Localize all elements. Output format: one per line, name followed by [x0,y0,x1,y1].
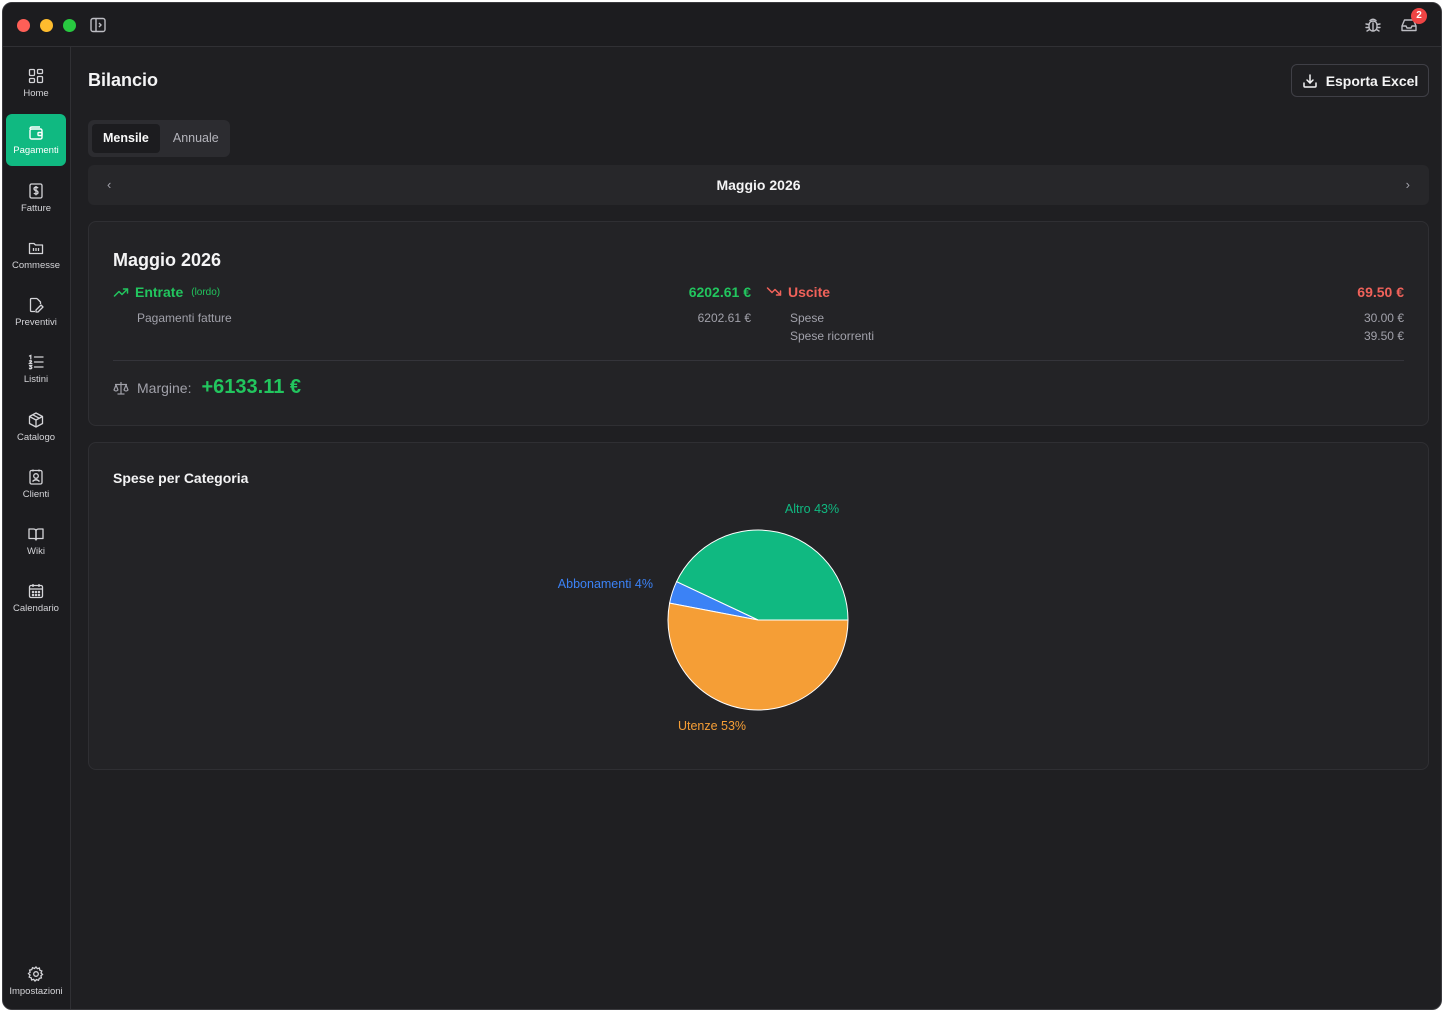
pie-label-abbonamenti: Abbonamenti 4% [558,577,653,591]
sidebar-item-label: Impostazioni [9,986,63,997]
export-button-label: Esporta Excel [1325,72,1419,89]
summary-divider [113,360,1404,361]
title-bar: 2 [3,3,1441,47]
margin-row: Margine: +6133.11 € [113,376,301,399]
download-icon [1302,73,1317,88]
package-icon [28,412,44,428]
scale-icon [113,381,129,395]
sidebar-item-preventivi[interactable]: Preventivi [6,286,66,338]
expense-row-label: Spese ricorrenti [790,329,875,343]
sidebar-item-label: Listini [23,374,49,385]
income-header: Entrate (lordo) [113,284,220,300]
gear-icon [27,966,44,982]
expense-header: Uscite [766,284,830,300]
expense-row-value: 39.50 € [1363,329,1404,343]
sidebar-item-clienti[interactable]: Clienti [6,458,66,510]
sidebar-item-label: Wiki [27,546,45,557]
income-total: 6202.61 € [688,284,751,300]
wallet-icon [29,126,43,140]
sidebar-item-calendario[interactable]: Calendario [6,572,66,624]
expense-total: 69.50 € [1357,284,1404,300]
book-icon [28,528,44,541]
list-ordered-icon [27,354,44,370]
maximize-window-button[interactable] [63,19,76,32]
current-month-label: Maggio 2026 [716,177,801,193]
sidebar-item-fatture[interactable]: Fatture [6,172,66,224]
minimize-window-button[interactable] [40,19,53,32]
month-navigator: ‹ Maggio 2026 › [88,165,1429,205]
bug-icon[interactable] [1363,15,1383,35]
period-mode-tabs: Mensile Annuale [88,120,230,157]
trending-down-icon [766,287,782,296]
income-row-label: Pagamenti fatture [137,311,232,325]
close-window-button[interactable] [17,19,30,32]
sidebar-item-label: Preventivi [15,317,57,328]
page-title: Bilancio [88,70,159,90]
invoice-dollar-icon [29,183,43,199]
tab-mensile[interactable]: Mensile [92,124,160,153]
expense-row-label: Spese [790,311,825,325]
income-sublabel: (lordo) [191,286,221,298]
pie-slice-utenze[interactable] [667,602,849,711]
grid-icon [28,68,44,84]
income-row-value: 6202.61 € [697,311,751,325]
file-edit-icon [29,297,44,313]
trending-up-icon [113,288,129,297]
export-excel-button[interactable]: Esporta Excel [1291,64,1429,97]
pie-label-utenze: Utenze 53% [678,719,746,733]
tab-annuale[interactable]: Annuale [172,131,219,145]
income-label: Entrate [135,284,184,300]
sidebar-item-label: Pagamenti [13,145,59,156]
sidebar-item-impostazioni[interactable]: Impostazioni [5,955,67,1007]
margin-value: +6133.11 € [201,376,302,398]
expense-row-value: 30.00 € [1363,311,1404,325]
sidebar-item-label: Fatture [20,203,52,214]
folder-icon [28,242,44,255]
sidebar-item-catalogo[interactable]: Catalogo [6,401,66,453]
pie-label-altro: Altro 43% [785,502,839,516]
chart-title: Spese per Categoria [113,470,249,486]
sidebar: Home Pagamenti Fatture Commesse [3,47,71,1009]
balance-summary-card: Maggio 2026 Entrate (lordo) 6202.61 € Pa… [88,221,1429,426]
summary-title: Maggio 2026 [113,250,222,270]
notification-badge: 2 [1411,8,1427,24]
pie-chart: Altro 43% Abbonamenti 4% Utenze 53% [558,502,849,733]
sidebar-item-home[interactable]: Home [6,57,66,109]
sidebar-item-listini[interactable]: Listini [6,343,66,395]
contact-icon [29,469,43,485]
sidebar-toggle-icon[interactable] [89,16,107,34]
sidebar-item-wiki[interactable]: Wiki [6,515,66,567]
sidebar-item-commesse[interactable]: Commesse [6,229,66,281]
expenses-by-category-card: Spese per Categoria Altro 43% Abbonamenti… [88,442,1429,770]
sidebar-item-label: Home [23,88,49,99]
chevron-right-icon[interactable]: › [1405,177,1410,192]
sidebar-item-pagamenti[interactable]: Pagamenti [6,114,66,166]
sidebar-item-label: Catalogo [16,432,56,443]
sidebar-item-label: Calendario [13,603,59,614]
sidebar-item-label: Clienti [22,489,50,500]
inbox-icon[interactable] [1399,15,1419,35]
main-content: Bilancio Esporta Excel Mensile Annuale ‹… [72,48,1441,1009]
margin-label: Margine: [137,379,192,396]
sidebar-item-label: Commesse [11,260,61,271]
pie-slice-altro[interactable] [675,529,849,621]
expense-label: Uscite [788,284,831,300]
calendar-icon [28,584,44,599]
chevron-left-icon[interactable]: ‹ [107,177,112,192]
